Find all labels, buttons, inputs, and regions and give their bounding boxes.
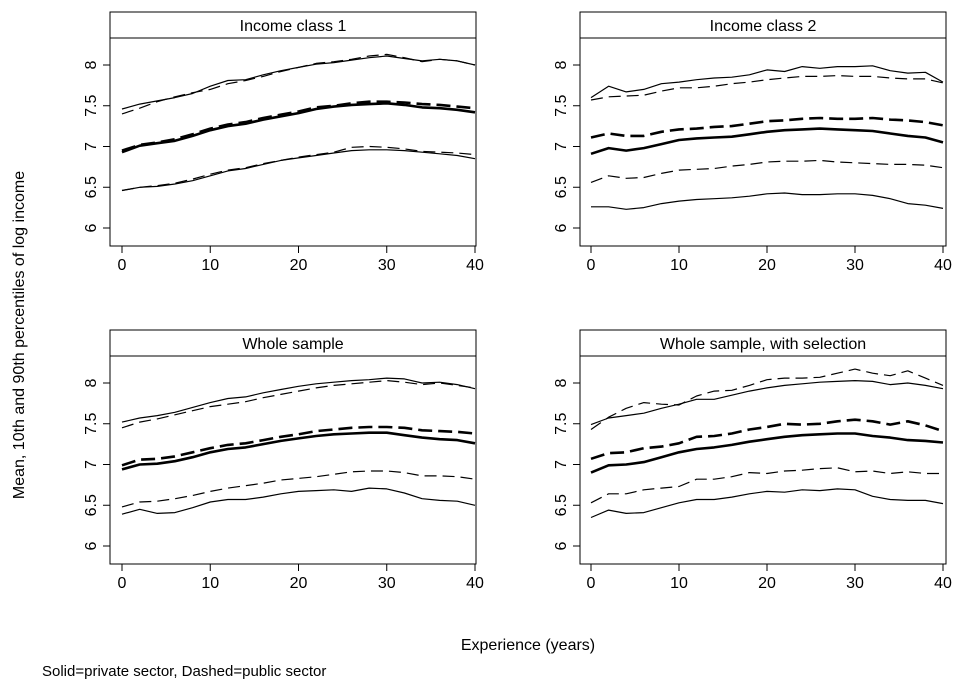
x-tick-label: 20 [758,575,776,592]
x-tick-label: 10 [670,257,688,274]
x-tick-label: 40 [466,575,484,592]
chart-panel: Income class 2 0 10 20 30 40 6 6.5 7 7.5 8 [553,11,952,274]
y-tick-label: 8 [83,60,100,69]
y-tick-label: 6 [553,223,570,232]
x-tick-label: 40 [934,257,952,274]
panel-title: Income class 1 [240,18,347,35]
y-tick-label: 6 [553,541,570,550]
series-line-dashed-p10 [121,470,476,508]
x-tick-label: 30 [846,257,864,274]
x-tick-label: 0 [118,575,127,592]
x-tick-label: 20 [290,257,308,274]
y-tick-label: 6.5 [553,176,570,198]
x-tick-label: 10 [201,257,219,274]
series-line-solid-mean [590,127,944,156]
line-style-note: Solid=private sector, Dashed=public sect… [42,663,326,680]
series-line-solid-p90 [121,377,476,423]
x-tick-label: 0 [587,575,596,592]
panel-title-strip [109,11,477,39]
series-line-solid-mean [121,102,476,154]
y-axis-title: Mean, 10th and 90th percentiles of log i… [11,171,28,499]
y-tick-label: 6.5 [83,494,100,516]
chart-panel: Whole sample 0 10 20 30 40 6 6.5 7 7.5 8 [83,329,484,592]
y-tick-label: 7.5 [83,95,100,117]
y-tick-label: 6.5 [83,176,100,198]
panel-title-strip [109,329,477,357]
y-tick-label: 6 [83,223,100,232]
chart-panel: Whole sample, with selection 0 10 20 30 40 6 6.… [553,329,952,592]
series-line-solid-p10 [590,488,944,519]
series-line-dashed-p10 [121,145,476,192]
panel-title-strip [579,329,947,357]
x-tick-label: 20 [758,257,776,274]
y-tick-label: 7 [83,460,100,469]
series-line-dashed-p90 [590,368,944,430]
series-line-dashed-p90 [590,74,944,101]
chart-panel: Income class 1 0 10 20 30 40 6 6.5 7 7.5 8 [83,11,484,274]
series-line-solid-p90 [121,55,476,110]
y-tick-label: 8 [83,378,100,387]
series-line-solid-mean [121,431,476,471]
x-tick-label: 30 [378,257,396,274]
series-line-solid-p10 [591,192,944,210]
y-tick-label: 8 [553,378,570,387]
series-line-solid-mean [590,432,944,474]
x-tick-label: 0 [587,257,596,274]
y-tick-label: 7 [553,460,570,469]
y-tick-label: 7.5 [553,413,570,435]
series-line-dashed-mean [590,418,944,461]
x-tick-label: 20 [290,575,308,592]
series-line-solid-p90 [590,380,944,426]
y-tick-label: 8 [553,60,570,69]
panel-title: Whole sample, with selection [660,336,866,353]
series-line-solid-p10 [121,149,476,192]
x-tick-label: 30 [378,575,396,592]
x-tick-label: 0 [118,257,127,274]
x-tick-label: 40 [934,575,952,592]
panel-title: Income class 2 [710,18,817,35]
y-tick-label: 7 [83,142,100,151]
series-line-solid-p10 [121,487,476,515]
series-line-dashed-p90 [121,53,476,115]
y-tick-label: 6.5 [553,494,570,516]
panel-title: Whole sample [242,336,343,353]
panel-title-strip [579,11,947,39]
x-tick-label: 10 [201,575,219,592]
series-line-solid-p90 [590,65,944,99]
series-line-dashed-p10 [590,467,943,504]
series-line-dashed-p10 [590,159,944,183]
y-tick-label: 7.5 [83,413,100,435]
y-tick-label: 6 [83,541,100,550]
x-tick-label: 10 [670,575,688,592]
x-axis-title: Experience (years) [461,637,595,654]
plot-frame [579,355,947,565]
x-tick-label: 30 [846,575,864,592]
series-line-dashed-mean [121,100,476,152]
series-line-dashed-mean [121,425,476,467]
y-tick-label: 7.5 [553,95,570,117]
plot-frame [579,37,947,247]
y-tick-label: 7 [553,142,570,151]
x-tick-label: 40 [466,257,484,274]
series-line-dashed-p90 [121,380,476,429]
